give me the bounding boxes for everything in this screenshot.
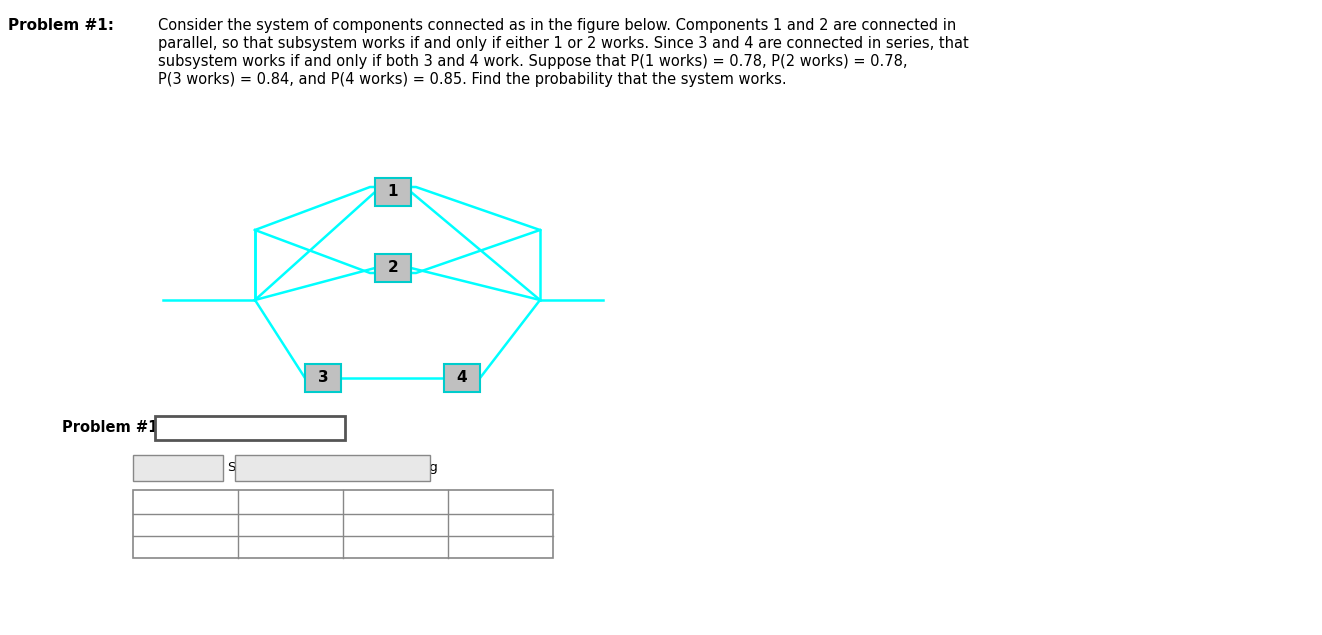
- Text: Problem #1:: Problem #1:: [62, 420, 164, 435]
- FancyBboxPatch shape: [375, 178, 411, 206]
- Text: 1: 1: [387, 185, 398, 199]
- FancyBboxPatch shape: [134, 455, 223, 481]
- Text: Attempt #3: Attempt #3: [461, 495, 539, 509]
- FancyBboxPatch shape: [155, 416, 345, 440]
- Text: Just Save: Just Save: [147, 462, 209, 474]
- Text: Problem #1:: Problem #1:: [8, 18, 114, 33]
- Text: Problem #1: Problem #1: [141, 495, 229, 509]
- Text: Your Mark:: Your Mark:: [151, 540, 221, 554]
- Text: 4: 4: [456, 370, 467, 385]
- Text: Submit Problem #1 for Grading: Submit Problem #1 for Grading: [227, 462, 438, 474]
- Bar: [134, 490, 553, 558]
- Text: parallel, so that subsystem works if and only if either 1 or 2 works. Since 3 an: parallel, so that subsystem works if and…: [159, 36, 969, 51]
- Text: 3: 3: [317, 370, 328, 385]
- Text: 2: 2: [387, 260, 398, 276]
- Text: subsystem works if and only if both 3 and 4 work. Suppose that P(1 works) = 0.78: subsystem works if and only if both 3 an…: [159, 54, 907, 69]
- FancyBboxPatch shape: [444, 364, 480, 392]
- FancyBboxPatch shape: [235, 455, 430, 481]
- Text: Consider the system of components connected as in the figure below. Components 1: Consider the system of components connec…: [159, 18, 956, 33]
- Text: Attempt #2: Attempt #2: [357, 495, 435, 509]
- FancyBboxPatch shape: [375, 254, 411, 282]
- FancyBboxPatch shape: [305, 364, 341, 392]
- Text: Your Answer:: Your Answer:: [143, 519, 229, 531]
- Text: Attempt #1: Attempt #1: [251, 495, 329, 509]
- Text: P(3 works) = 0.84, and P(4 works) = 0.85. Find the probability that the system w: P(3 works) = 0.84, and P(4 works) = 0.85…: [159, 72, 787, 87]
